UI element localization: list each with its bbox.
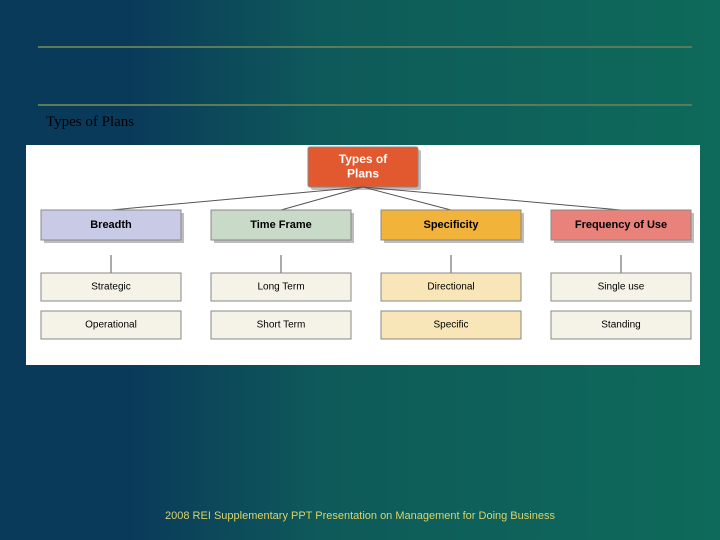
rule-line-1 bbox=[38, 46, 692, 48]
svg-text:Time Frame: Time Frame bbox=[250, 219, 312, 231]
svg-text:Specificity: Specificity bbox=[423, 219, 479, 231]
svg-text:Long Term: Long Term bbox=[257, 282, 304, 293]
svg-text:Operational: Operational bbox=[85, 320, 137, 331]
rule-line-2 bbox=[38, 104, 692, 106]
svg-text:Plans: Plans bbox=[347, 166, 379, 180]
svg-text:Short Term: Short Term bbox=[257, 320, 306, 331]
svg-text:Strategic: Strategic bbox=[91, 282, 130, 293]
types-of-plans-diagram: Types ofPlans Breadth Strategic Operational… bbox=[26, 145, 700, 365]
svg-text:Breadth: Breadth bbox=[90, 219, 132, 231]
svg-text:Specific: Specific bbox=[433, 320, 468, 331]
slide-footer: 2008 REI Supplementary PPT Presentation … bbox=[0, 510, 720, 522]
svg-text:Single use: Single use bbox=[598, 282, 645, 293]
diagram-svg: Types ofPlans Breadth Strategic Operational… bbox=[26, 145, 700, 365]
svg-text:Directional: Directional bbox=[427, 282, 474, 293]
slide-title: Types of Plans bbox=[46, 114, 134, 131]
svg-text:Standing: Standing bbox=[601, 320, 640, 331]
svg-text:Frequency of Use: Frequency of Use bbox=[575, 219, 667, 231]
svg-text:Types of: Types of bbox=[339, 152, 388, 166]
